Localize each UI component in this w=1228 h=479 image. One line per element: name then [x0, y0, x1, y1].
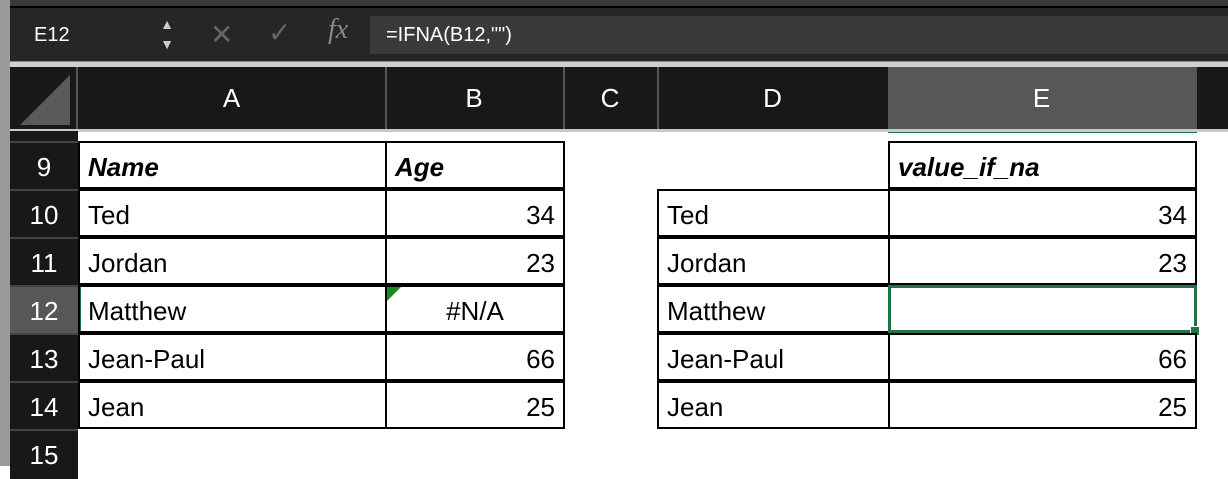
select-all-button[interactable]: [10, 67, 78, 129]
name-cell[interactable]: Jean-Paul: [78, 333, 387, 381]
column-header-c[interactable]: C: [563, 67, 659, 129]
fx-icon[interactable]: fx: [328, 14, 349, 45]
value-cell[interactable]: 66: [888, 333, 1197, 381]
row-header-11[interactable]: 11: [10, 237, 78, 287]
age-cell[interactable]: 66: [385, 333, 565, 381]
column-header-d[interactable]: D: [657, 67, 890, 129]
age-cell[interactable]: 23: [385, 237, 565, 285]
divider: [10, 61, 1228, 68]
name-box[interactable]: E12: [34, 24, 70, 46]
name-cell[interactable]: Matthew: [657, 285, 890, 333]
divider: [10, 129, 1228, 132]
name-cell[interactable]: Ted: [657, 189, 890, 237]
row-header-8[interactable]: [10, 131, 78, 141]
row-header-14[interactable]: 14: [10, 381, 78, 431]
header-age[interactable]: Age: [385, 141, 565, 189]
column-header-e[interactable]: E: [888, 67, 1197, 133]
age-cell[interactable]: 34: [385, 189, 565, 237]
value-cell[interactable]: 23: [888, 237, 1197, 285]
name-cell[interactable]: Matthew: [78, 285, 387, 333]
error-indicator-icon[interactable]: [387, 287, 401, 301]
header-name[interactable]: Name: [78, 141, 387, 189]
column-header-b[interactable]: B: [385, 67, 565, 129]
row-header-12[interactable]: 12: [10, 285, 81, 335]
header-value-if-na[interactable]: value_if_na: [888, 141, 1197, 189]
row-header-13[interactable]: 13: [10, 333, 78, 383]
name-cell[interactable]: Ted: [78, 189, 387, 237]
name-cell[interactable]: Jean: [78, 381, 387, 429]
age-cell[interactable]: 25: [385, 381, 565, 429]
column-header-a[interactable]: A: [78, 67, 387, 129]
check-icon[interactable]: ✓: [268, 17, 292, 48]
name-cell[interactable]: Jean-Paul: [657, 333, 890, 381]
active-cell-e12[interactable]: [888, 285, 1200, 336]
row-header-15[interactable]: 15: [10, 429, 78, 479]
age-cell[interactable]: #N/A: [385, 285, 565, 333]
name-cell[interactable]: Jean: [657, 381, 890, 429]
row-header-9[interactable]: 9: [10, 141, 78, 191]
name-cell[interactable]: Jordan: [78, 237, 387, 285]
name-box-stepper-icon[interactable]: ▲ ▼: [160, 16, 174, 52]
name-cell[interactable]: Jordan: [657, 237, 890, 285]
value-cell[interactable]: 34: [888, 189, 1197, 237]
row-header-10[interactable]: 10: [10, 189, 78, 239]
value-cell[interactable]: 25: [888, 381, 1197, 429]
formula-input[interactable]: =IFNA(B12,""): [370, 16, 1228, 54]
window-edge: [0, 0, 10, 466]
x-icon[interactable]: ✕: [210, 19, 234, 50]
